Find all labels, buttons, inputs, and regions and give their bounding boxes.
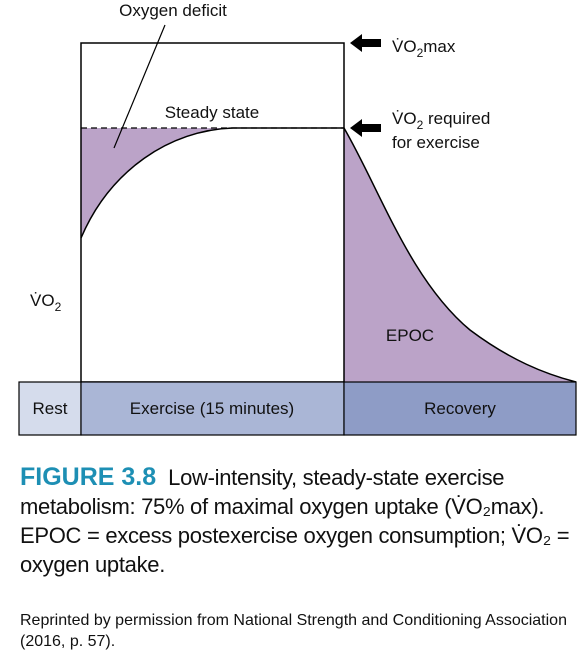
recovery-phase-label: Recovery (424, 399, 496, 418)
exercise-phase-label: Exercise (15 minutes) (130, 399, 294, 418)
figure-caption: FIGURE 3.8 Low-intensity, steady-state ex… (20, 463, 580, 579)
figure-credit: Reprinted by permission from National St… (20, 612, 567, 650)
vo2-required-arrow-icon (350, 119, 381, 137)
epoc-area (344, 128, 576, 382)
exercise-phase-cell (80, 381, 345, 436)
vo2-required-label: V̇O2 required (392, 109, 490, 132)
vo2max-box (80, 42, 345, 383)
oxygen-deficit-area (81, 128, 233, 238)
caption-text: Low-intensity, steady-state exercise met… (20, 465, 570, 577)
recovery-phase-cell (343, 381, 577, 436)
vo2max-arrow-icon (350, 34, 381, 52)
figure-number: FIGURE 3.8 (20, 463, 157, 491)
rest-phase-cell (18, 381, 82, 436)
epoc-label: EPOC (386, 326, 434, 345)
steady-state-label: Steady state (165, 103, 260, 122)
vo2-axis-label: V̇O2 (30, 291, 62, 314)
oxygen-uptake-diagram: Oxygen deficit Steady state V̇O2max V̇O2… (18, 1, 577, 436)
vo2-recovery-curve (343, 127, 577, 383)
phase-bar: Rest Exercise (15 minutes) Recovery (18, 381, 577, 436)
vo2-uptake-curve (80, 127, 344, 239)
vo2max-label: V̇O2max (392, 37, 456, 60)
rest-phase-label: Rest (33, 399, 68, 418)
vo2-required-label-line2: for exercise (392, 133, 480, 152)
oxygen-deficit-label: Oxygen deficit (119, 1, 227, 20)
oxygen-deficit-leader-line (113, 24, 166, 149)
